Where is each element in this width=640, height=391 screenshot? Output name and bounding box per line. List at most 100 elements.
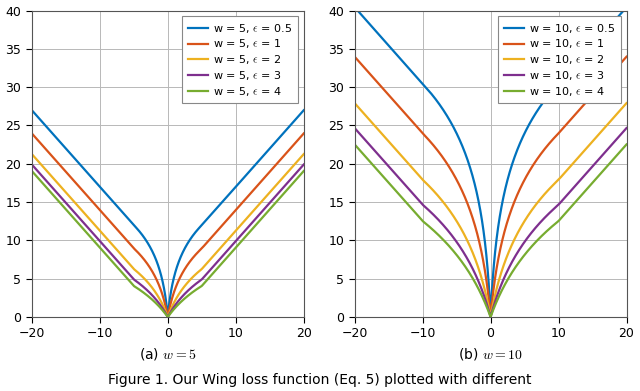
Legend: w = 5, $\epsilon$ = 0.5, w = 5, $\epsilon$ = 1, w = 5, $\epsilon$ = 2, w = 5, $\: w = 5, $\epsilon$ = 0.5, w = 5, $\epsilo… — [182, 16, 298, 103]
w = 5, $\epsilon$ = 1 — [294, 137, 302, 142]
Line: w = 10, $\epsilon$ = 2: w = 10, $\epsilon$ = 2 — [355, 103, 627, 317]
w = 5, $\epsilon$ = 3 — [75, 215, 83, 220]
w = 10, $\epsilon$ = 1 — [382, 89, 390, 94]
w = 5, $\epsilon$ = 2 — [164, 314, 172, 319]
w = 5, $\epsilon$ = 4 — [294, 175, 302, 179]
w = 5, $\epsilon$ = 2 — [294, 158, 302, 162]
w = 10, $\epsilon$ = 2 — [351, 101, 358, 106]
w = 5, $\epsilon$ = 1 — [164, 314, 172, 319]
w = 5, $\epsilon$ = 1 — [75, 184, 83, 189]
w = 10, $\epsilon$ = 2 — [467, 246, 474, 250]
w = 10, $\epsilon$ = 0.5 — [351, 8, 358, 13]
w = 5, $\epsilon$ = 4 — [28, 169, 36, 173]
w = 10, $\epsilon$ = 3 — [618, 132, 625, 136]
w = 10, $\epsilon$ = 0.5 — [623, 8, 630, 13]
w = 10, $\epsilon$ = 4 — [351, 142, 358, 147]
w = 10, $\epsilon$ = 2 — [382, 136, 390, 140]
w = 10, $\epsilon$ = 4 — [398, 195, 406, 200]
w = 10, $\epsilon$ = 2 — [455, 222, 463, 227]
w = 5, $\epsilon$ = 1 — [59, 166, 67, 171]
w = 10, $\epsilon$ = 1 — [623, 54, 630, 59]
w = 10, $\epsilon$ = 1 — [351, 54, 358, 59]
w = 10, $\epsilon$ = 0.5 — [486, 314, 494, 318]
w = 5, $\epsilon$ = 0.5 — [132, 225, 140, 230]
Line: w = 10, $\epsilon$ = 0.5: w = 10, $\epsilon$ = 0.5 — [355, 11, 627, 316]
w = 5, $\epsilon$ = 4 — [144, 294, 152, 298]
w = 10, $\epsilon$ = 0.5 — [382, 40, 390, 45]
w = 5, $\epsilon$ = 1 — [266, 170, 273, 175]
w = 5, $\epsilon$ = 0.5 — [300, 108, 308, 113]
w = 5, $\epsilon$ = 2 — [75, 205, 83, 210]
w = 10, $\epsilon$ = 3 — [486, 314, 494, 319]
w = 10, $\epsilon$ = 4 — [382, 177, 390, 182]
w = 5, $\epsilon$ = 4 — [59, 204, 67, 208]
w = 10, $\epsilon$ = 4 — [588, 181, 596, 186]
w = 5, $\epsilon$ = 0.5 — [294, 114, 302, 118]
w = 5, $\epsilon$ = 1 — [144, 262, 152, 267]
w = 5, $\epsilon$ = 3 — [266, 201, 273, 206]
w = 5, $\epsilon$ = 0.5 — [75, 161, 83, 166]
w = 5, $\epsilon$ = 0.5 — [164, 314, 172, 319]
w = 10, $\epsilon$ = 0.5 — [455, 136, 463, 140]
w = 10, $\epsilon$ = 3 — [455, 243, 463, 248]
Line: w = 5, $\epsilon$ = 3: w = 5, $\epsilon$ = 3 — [32, 165, 304, 317]
w = 10, $\epsilon$ = 4 — [455, 255, 463, 260]
Line: w = 10, $\epsilon$ = 3: w = 10, $\epsilon$ = 3 — [355, 128, 627, 317]
w = 10, $\epsilon$ = 1 — [398, 108, 406, 112]
w = 10, $\epsilon$ = 2 — [618, 107, 625, 111]
w = 5, $\epsilon$ = 4 — [75, 222, 83, 226]
w = 5, $\epsilon$ = 3 — [28, 162, 36, 167]
w = 5, $\epsilon$ = 2 — [59, 187, 67, 192]
w = 10, $\epsilon$ = 3 — [467, 262, 474, 267]
Line: w = 5, $\epsilon$ = 4: w = 5, $\epsilon$ = 4 — [32, 171, 304, 317]
w = 5, $\epsilon$ = 2 — [28, 152, 36, 156]
w = 5, $\epsilon$ = 0.5 — [144, 241, 152, 246]
w = 10, $\epsilon$ = 3 — [623, 126, 630, 131]
Line: w = 10, $\epsilon$ = 4: w = 10, $\epsilon$ = 4 — [355, 144, 627, 317]
w = 10, $\epsilon$ = 4 — [618, 148, 625, 153]
Line: w = 5, $\epsilon$ = 0.5: w = 5, $\epsilon$ = 0.5 — [32, 110, 304, 316]
w = 10, $\epsilon$ = 1 — [588, 93, 596, 98]
w = 5, $\epsilon$ = 1 — [300, 131, 308, 136]
w = 10, $\epsilon$ = 0.5 — [618, 11, 625, 15]
X-axis label: (a) $w = 5$: (a) $w = 5$ — [139, 346, 196, 362]
w = 5, $\epsilon$ = 2 — [266, 191, 273, 196]
w = 10, $\epsilon$ = 1 — [486, 314, 494, 319]
w = 5, $\epsilon$ = 3 — [300, 162, 308, 167]
Line: w = 5, $\epsilon$ = 1: w = 5, $\epsilon$ = 1 — [32, 133, 304, 317]
w = 5, $\epsilon$ = 0.5 — [28, 108, 36, 113]
w = 10, $\epsilon$ = 2 — [398, 154, 406, 159]
w = 5, $\epsilon$ = 3 — [132, 279, 140, 283]
w = 10, $\epsilon$ = 2 — [486, 314, 494, 319]
w = 5, $\epsilon$ = 1 — [28, 131, 36, 136]
w = 10, $\epsilon$ = 0.5 — [467, 167, 474, 172]
w = 10, $\epsilon$ = 4 — [486, 314, 494, 319]
w = 5, $\epsilon$ = 3 — [59, 197, 67, 202]
Line: w = 5, $\epsilon$ = 2: w = 5, $\epsilon$ = 2 — [32, 154, 304, 317]
w = 10, $\epsilon$ = 3 — [588, 165, 596, 169]
w = 5, $\epsilon$ = 0.5 — [266, 147, 273, 152]
w = 5, $\epsilon$ = 1 — [132, 248, 140, 253]
w = 10, $\epsilon$ = 3 — [398, 179, 406, 183]
w = 5, $\epsilon$ = 4 — [300, 169, 308, 173]
w = 5, $\epsilon$ = 3 — [294, 168, 302, 173]
Text: Figure 1. Our Wing loss function (Eq. 5) plotted with different: Figure 1. Our Wing loss function (Eq. 5)… — [108, 373, 532, 387]
Legend: w = 10, $\epsilon$ = 0.5, w = 10, $\epsilon$ = 1, w = 10, $\epsilon$ = 2, w = 10: w = 10, $\epsilon$ = 0.5, w = 10, $\epsi… — [498, 16, 621, 103]
w = 5, $\epsilon$ = 4 — [132, 285, 140, 290]
w = 5, $\epsilon$ = 2 — [144, 280, 152, 285]
w = 5, $\epsilon$ = 3 — [164, 315, 172, 319]
w = 10, $\epsilon$ = 0.5 — [398, 58, 406, 63]
w = 10, $\epsilon$ = 3 — [382, 161, 390, 165]
Line: w = 10, $\epsilon$ = 1: w = 10, $\epsilon$ = 1 — [355, 57, 627, 316]
w = 10, $\epsilon$ = 1 — [455, 182, 463, 187]
w = 5, $\epsilon$ = 4 — [266, 208, 273, 212]
w = 5, $\epsilon$ = 4 — [164, 315, 172, 319]
w = 5, $\epsilon$ = 0.5 — [59, 143, 67, 147]
w = 5, $\epsilon$ = 2 — [132, 269, 140, 273]
w = 10, $\epsilon$ = 4 — [467, 273, 474, 277]
w = 10, $\epsilon$ = 0.5 — [588, 44, 596, 48]
w = 10, $\epsilon$ = 4 — [623, 142, 630, 147]
w = 10, $\epsilon$ = 2 — [623, 101, 630, 106]
w = 5, $\epsilon$ = 2 — [300, 152, 308, 156]
w = 10, $\epsilon$ = 1 — [618, 60, 625, 65]
